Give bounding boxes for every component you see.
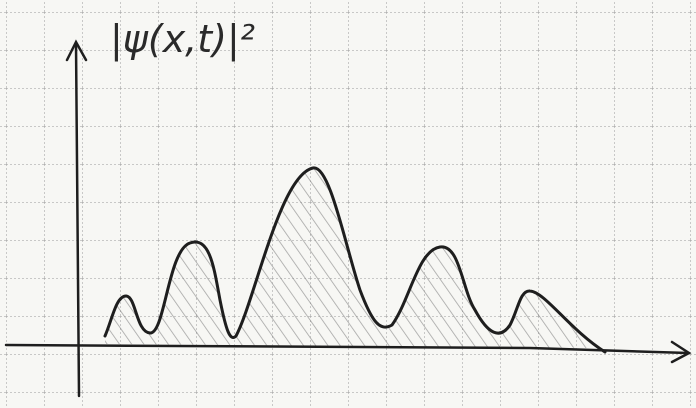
- sketch: |ψ(x,t)|²: [0, 0, 696, 408]
- page: |ψ(x,t)|²: [0, 0, 696, 408]
- axis-label: |ψ(x,t)|²: [110, 17, 255, 62]
